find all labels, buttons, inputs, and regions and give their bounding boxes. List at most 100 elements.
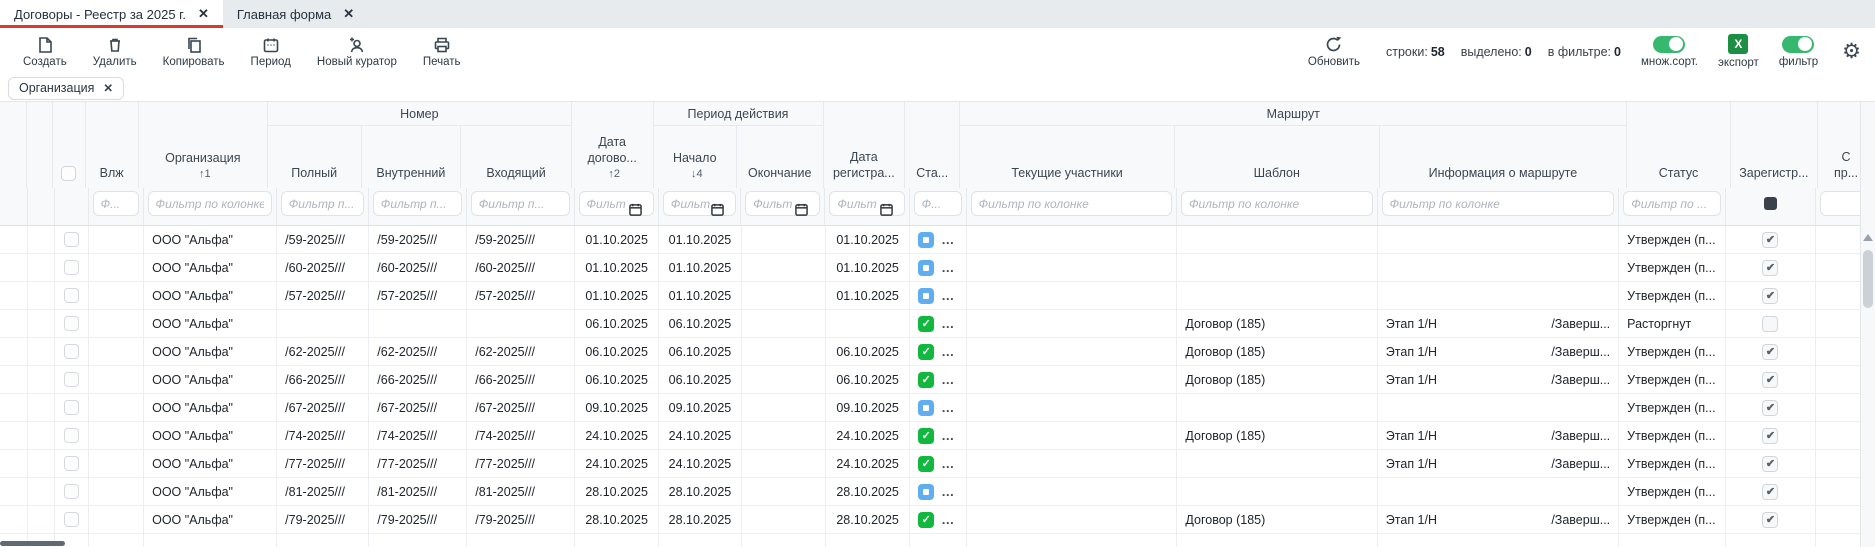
status-green-icon[interactable]: ✓ xyxy=(918,343,935,360)
registered-checkbox[interactable]: ✔ xyxy=(1762,427,1779,444)
column-header-date_reg[interactable]: Дата регистра... xyxy=(824,102,906,188)
column-header-participants[interactable]: Текущие участники xyxy=(960,126,1175,188)
column-header-num_int[interactable]: Внутренний xyxy=(362,126,462,188)
filter-input-date_reg[interactable] xyxy=(829,191,905,216)
filter-input-start[interactable] xyxy=(662,191,737,216)
multisort-toggle[interactable]: множ.сорт. xyxy=(1641,35,1698,68)
registered-checkbox[interactable]: ✔ xyxy=(1762,511,1779,528)
export-button[interactable]: X экспорт xyxy=(1718,34,1759,69)
filter-input-num_int[interactable] xyxy=(372,191,462,216)
filter-chip-organization[interactable]: Организация ✕ xyxy=(8,76,125,100)
vertical-scrollbar[interactable] xyxy=(1860,102,1875,547)
column-header-num_full[interactable]: Полный xyxy=(268,126,362,188)
status-blue-icon[interactable] xyxy=(918,483,935,500)
registered-checkbox[interactable] xyxy=(1762,315,1779,332)
close-icon[interactable]: ✕ xyxy=(197,6,209,21)
column-header-org[interactable]: Организация ↑1 xyxy=(139,102,268,188)
filter-input-end[interactable] xyxy=(745,191,821,216)
filter-input-template[interactable] xyxy=(1180,191,1373,216)
row-checkbox[interactable] xyxy=(64,260,80,275)
copy-button[interactable]: Копировать xyxy=(150,36,238,68)
status-blue-icon[interactable] xyxy=(918,399,935,416)
filter-input-org[interactable] xyxy=(147,191,272,216)
column-header-sp1[interactable] xyxy=(0,102,27,188)
column-header-sel[interactable] xyxy=(53,102,86,188)
column-header-date_contract[interactable]: Дата догово... ↑2 xyxy=(572,102,654,188)
column-header-route_info[interactable]: Информация о маршруте xyxy=(1380,126,1627,188)
status-blue-icon[interactable] xyxy=(918,231,935,248)
column-header-sp2[interactable] xyxy=(27,102,54,188)
registered-checkbox[interactable]: ✔ xyxy=(1762,287,1779,304)
delete-button[interactable]: Удалить xyxy=(80,36,150,68)
status-green-icon[interactable]: ✓ xyxy=(918,455,935,472)
registered-checkbox[interactable]: ✔ xyxy=(1762,343,1779,360)
table-row[interactable]: ООО "Альфа"/57-2025////57-2025////57-202… xyxy=(0,282,1875,310)
registered-checkbox[interactable]: ✔ xyxy=(1762,371,1779,388)
column-header-num_inc[interactable]: Входящий xyxy=(461,126,571,188)
registered-checkbox[interactable]: ✔ xyxy=(1762,259,1779,276)
table-row[interactable]: ООО "Альфа"/59-2025////59-2025////59-202… xyxy=(0,226,1875,254)
registered-checkbox[interactable]: ✔ xyxy=(1762,399,1779,416)
table-row[interactable]: ООО "Альфа" 06.10.2025 06.10.2025 ✓… Договор… xyxy=(0,310,1875,338)
scroll-up-icon[interactable] xyxy=(1863,234,1873,241)
table-row[interactable]: ООО "Альфа"/79-2025////79-2025////79-202… xyxy=(0,506,1875,534)
settings-gear-icon[interactable]: ⚙ xyxy=(1842,40,1861,63)
filter-toggle[interactable]: фильтр xyxy=(1779,35,1818,68)
filter-input-participants[interactable] xyxy=(970,191,1172,216)
select-all-checkbox[interactable] xyxy=(61,166,77,181)
row-checkbox[interactable] xyxy=(64,232,80,247)
row-checkbox[interactable] xyxy=(64,512,80,527)
registered-checkbox[interactable]: ✔ xyxy=(1762,455,1779,472)
scrollbar-thumb[interactable] xyxy=(1863,250,1873,308)
column-header-registered[interactable]: Зарегистр... xyxy=(1731,102,1819,188)
table-row[interactable]: ООО "Альфа"/60-2025////60-2025////60-202… xyxy=(0,254,1875,282)
status-blue-icon[interactable] xyxy=(918,259,935,276)
registered-checkbox[interactable]: ✔ xyxy=(1762,231,1779,248)
row-checkbox[interactable] xyxy=(64,484,80,499)
column-header-vlzh[interactable]: Влж xyxy=(86,102,139,188)
create-button[interactable]: Создать xyxy=(10,36,80,68)
column-header-start[interactable]: Начало ↓4 xyxy=(654,126,738,188)
filter-input-sta[interactable] xyxy=(913,191,962,216)
row-checkbox[interactable] xyxy=(64,372,80,387)
filter-input-status[interactable] xyxy=(1623,191,1722,216)
table-row[interactable]: ООО "Альфа"/81-2025////81-2025////81-202… xyxy=(0,478,1875,506)
registered-filter-checkbox[interactable] xyxy=(1764,197,1778,210)
tab-contracts-registry[interactable]: Договоры - Реестр за 2025 г. ✕ xyxy=(0,0,223,28)
refresh-button[interactable]: Обновить xyxy=(1302,35,1366,68)
status-blue-icon[interactable] xyxy=(918,287,935,304)
table-row[interactable]: ООО "Альфа"/74-2025////74-2025////74-202… xyxy=(0,422,1875,450)
table-row[interactable]: ООО "Альфа"/62-2025////62-2025////62-202… xyxy=(0,338,1875,366)
row-checkbox[interactable] xyxy=(64,288,80,303)
status-green-icon[interactable]: ✓ xyxy=(918,315,935,332)
status-green-icon[interactable]: ✓ xyxy=(918,371,935,388)
column-header-sta[interactable]: Ста... xyxy=(905,102,961,188)
period-button[interactable]: Период xyxy=(238,36,304,68)
registered-checkbox[interactable]: ✔ xyxy=(1762,483,1779,500)
table-row[interactable]: ООО "Альфа"/67-2025////67-2025////67-202… xyxy=(0,394,1875,422)
row-checkbox[interactable] xyxy=(64,344,80,359)
column-header-status[interactable]: Статус xyxy=(1627,102,1731,188)
row-checkbox[interactable] xyxy=(64,456,80,471)
filter-input-vlzh[interactable] xyxy=(92,191,139,216)
row-checkbox[interactable] xyxy=(64,316,80,331)
filter-input-date_contract[interactable] xyxy=(578,191,654,216)
print-button[interactable]: Печать xyxy=(410,36,474,68)
status-green-icon[interactable]: ✓ xyxy=(918,427,935,444)
close-icon[interactable]: ✕ xyxy=(103,83,114,95)
status-green-icon[interactable]: ✓ xyxy=(918,511,935,528)
row-checkbox[interactable] xyxy=(64,400,80,415)
filter-input-num_inc[interactable] xyxy=(470,191,570,216)
table-row[interactable] xyxy=(0,534,1875,547)
row-checkbox[interactable] xyxy=(64,428,80,443)
filter-input-num_full[interactable] xyxy=(280,191,364,216)
table-row[interactable]: ООО "Альфа"/66-2025////66-2025////66-202… xyxy=(0,366,1875,394)
horizontal-scroll-thumb[interactable] xyxy=(0,541,65,546)
new-curator-button[interactable]: Новый куратор xyxy=(304,36,410,68)
close-icon[interactable]: ✕ xyxy=(343,6,355,21)
column-header-template[interactable]: Шаблон xyxy=(1175,126,1380,188)
tab-main-form[interactable]: Главная форма ✕ xyxy=(223,0,368,28)
filter-input-route_info[interactable] xyxy=(1381,191,1615,216)
column-header-end[interactable]: Окончание xyxy=(737,126,822,188)
table-row[interactable]: ООО "Альфа"/77-2025////77-2025////77-202… xyxy=(0,450,1875,478)
